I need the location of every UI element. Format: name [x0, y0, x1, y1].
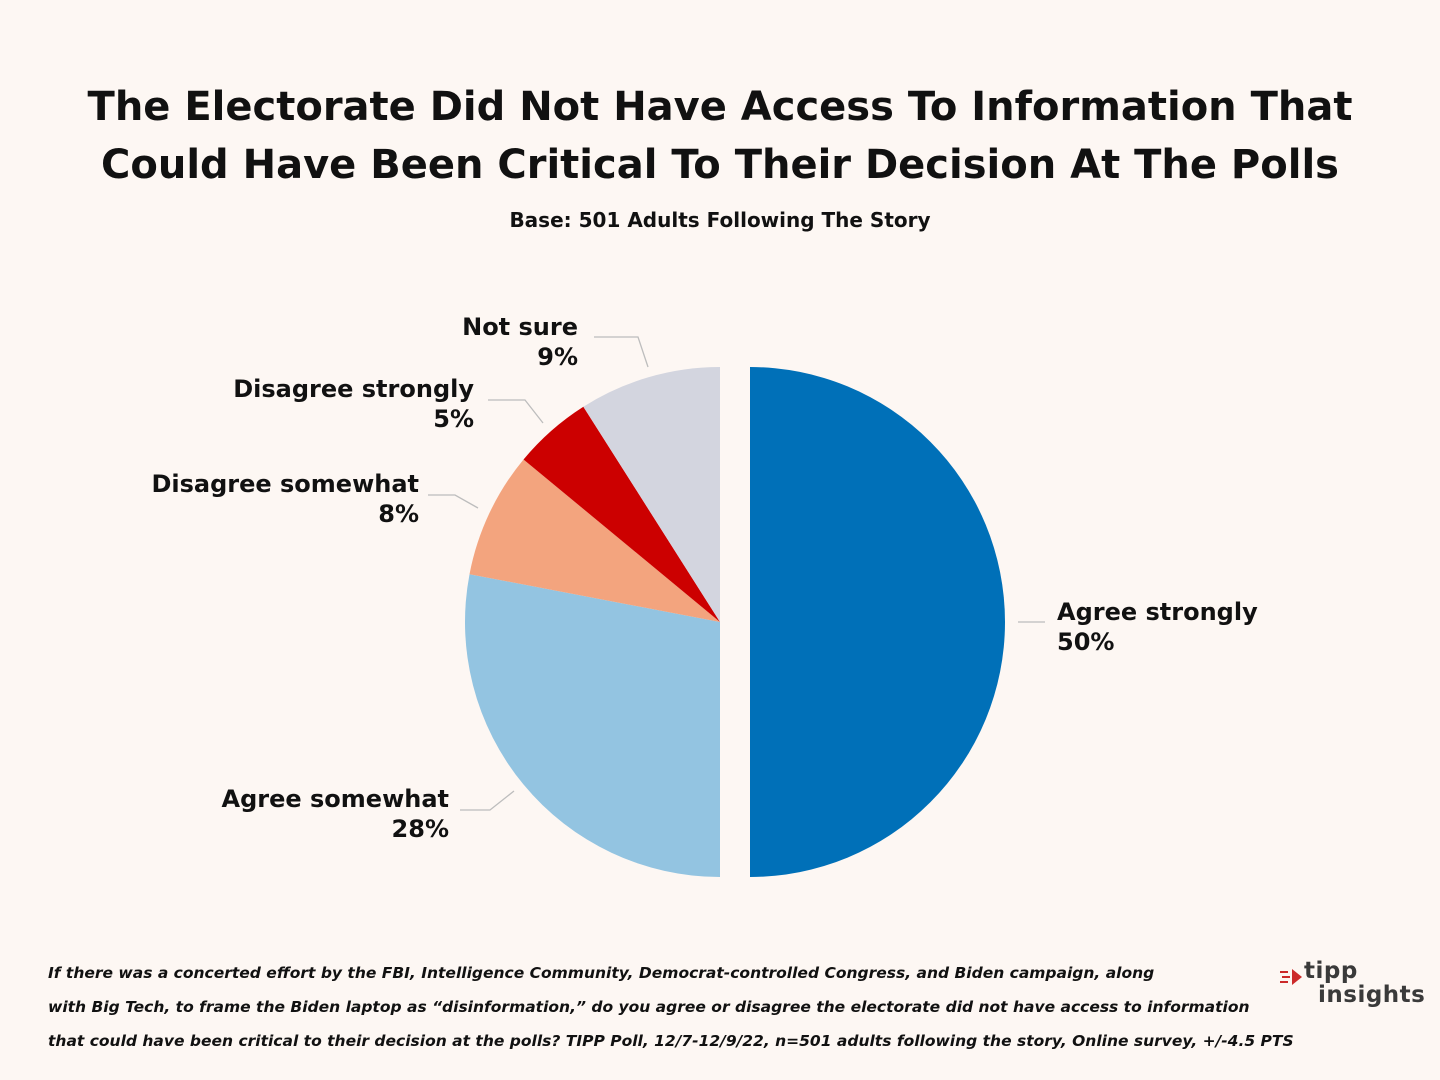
slice-value-agree-strongly: 50%: [1057, 628, 1114, 656]
logo-word-insights: insights: [1318, 982, 1426, 1008]
logo-word-tipp: tipp: [1304, 958, 1358, 984]
footnote-line-3: that could have been critical to their d…: [48, 1032, 1294, 1050]
pie-slice-disagree-somewhat: [469, 459, 720, 622]
leader-line-disagree-somewhat: [428, 494, 479, 509]
tipp-insights-logo: tipp insights: [1280, 958, 1425, 1014]
leader-line-agree-somewhat: [460, 790, 515, 811]
slice-label-not-sure: Not sure: [462, 313, 578, 341]
chart-title-line-2: Could Have Been Critical To Their Decisi…: [101, 142, 1339, 188]
pie-slice-not-sure: [583, 367, 720, 622]
pie-slice-disagree-strongly: [523, 406, 720, 622]
pie-slice-agree-somewhat: [465, 574, 720, 877]
slice-label-agree-somewhat: Agree somewhat: [222, 785, 449, 813]
leader-line-disagree-strongly: [488, 399, 544, 424]
slice-value-disagree-strongly: 5%: [433, 405, 474, 433]
pie-slice-agree-strongly: [750, 367, 1005, 877]
chart-title: The Electorate Did Not Have Access To In…: [0, 78, 1440, 194]
slice-value-not-sure: 9%: [537, 343, 578, 371]
chart-title-line-1: The Electorate Did Not Have Access To In…: [87, 84, 1353, 130]
slice-label-disagree-strongly: Disagree strongly: [233, 375, 474, 403]
slice-label-agree-strongly: Agree strongly: [1057, 598, 1258, 626]
slice-value-disagree-somewhat: 8%: [378, 500, 419, 528]
footnote-line-2: with Big Tech, to frame the Biden laptop…: [48, 998, 1250, 1016]
slice-label-disagree-somewhat: Disagree somewhat: [151, 470, 419, 498]
slice-value-agree-somewhat: 28%: [392, 815, 449, 843]
footnote: If there was a concerted effort by the F…: [48, 956, 1294, 1058]
footnote-line-1: If there was a concerted effort by the F…: [48, 964, 1155, 982]
leader-line-not-sure: [594, 336, 649, 368]
chart-subtitle: Base: 501 Adults Following The Story: [509, 208, 931, 232]
logo-arrow-icon: [1280, 969, 1302, 985]
